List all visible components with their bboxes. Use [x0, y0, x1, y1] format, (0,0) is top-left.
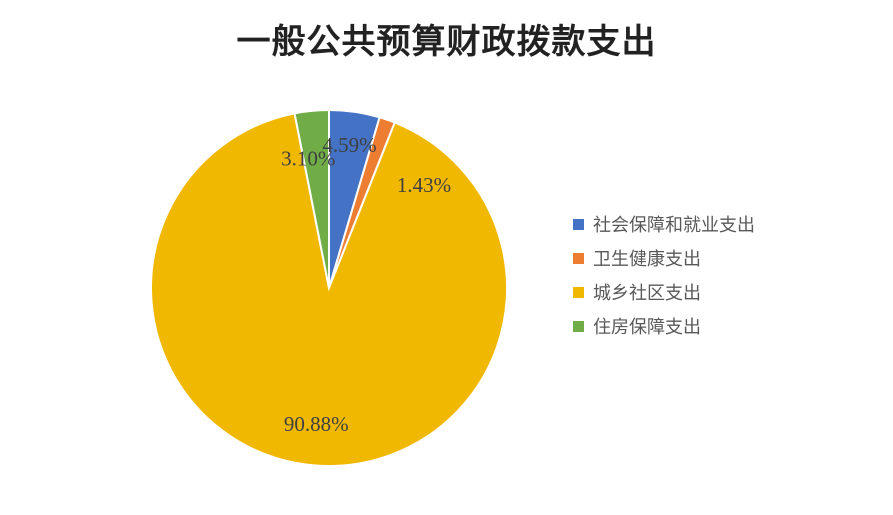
- data-label: 90.88%: [284, 412, 349, 436]
- slice-housing: [293, 108, 330, 289]
- slice-urban-rural: [150, 112, 508, 467]
- legend-item-urban-rural: 城乡社区支出: [573, 275, 755, 309]
- legend-label: 城乡社区支出: [593, 283, 701, 304]
- chart-title: 一般公共预算财政拨款支出: [236, 22, 657, 62]
- legend-item-housing: 住房保障支出: [573, 309, 755, 343]
- data-label: 1.43%: [397, 173, 451, 197]
- pie-data-labels: 4.59% 1.43% 90.88% 3.10%: [281, 133, 451, 436]
- legend-swatch: [573, 286, 584, 298]
- legend: 社会保障和就业支出 卫生健康支出 城乡社区支出 住房保障支出: [573, 207, 755, 343]
- data-label: 3.10%: [281, 147, 335, 171]
- legend-swatch: [573, 320, 584, 332]
- legend-label: 住房保障支出: [593, 317, 701, 338]
- legend-item-health: 卫生健康支出: [573, 241, 755, 275]
- legend-label: 卫生健康支出: [593, 249, 701, 270]
- legend-swatch: [573, 252, 584, 264]
- legend-label: 社会保障和就业支出: [593, 215, 755, 236]
- data-label: 4.59%: [322, 133, 376, 157]
- legend-swatch: [573, 218, 584, 230]
- pie-slices: [150, 108, 508, 467]
- legend-item-social-security: 社会保障和就业支出: [573, 207, 755, 241]
